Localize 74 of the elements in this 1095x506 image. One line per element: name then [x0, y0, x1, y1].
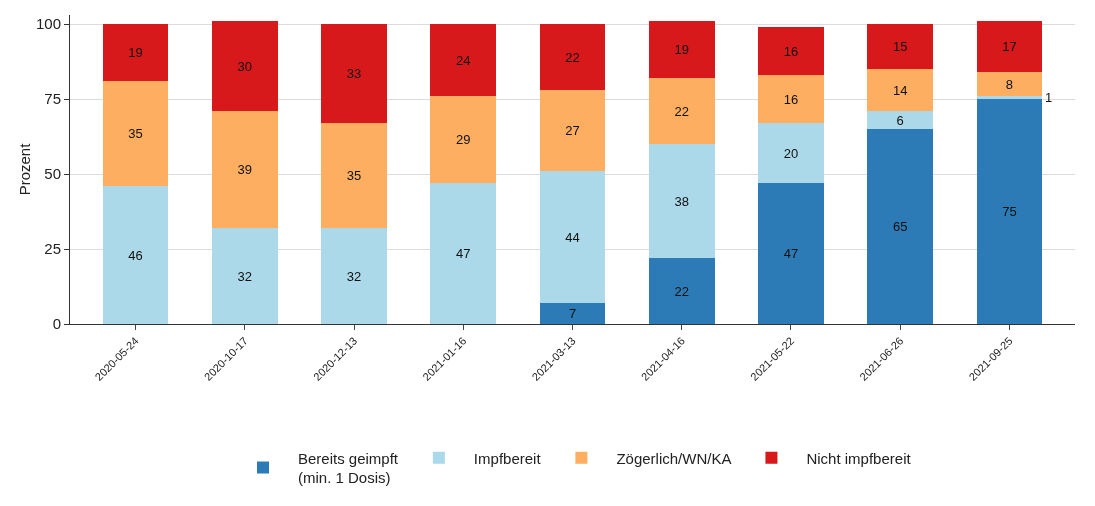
bar [430, 96, 497, 183]
bar [867, 69, 933, 111]
bar [867, 129, 933, 324]
bar [648, 78, 715, 144]
data-label: 1 [1045, 90, 1053, 105]
bar [976, 72, 1043, 96]
y-tick-label: 25 [44, 240, 61, 258]
bar [539, 90, 606, 171]
data-label: 17 [1002, 39, 1017, 54]
data-label: 65 [892, 219, 908, 234]
bar [976, 96, 1043, 99]
data-label: 33 [346, 66, 362, 81]
data-label: 29 [456, 132, 471, 147]
data-label: 19 [128, 45, 143, 60]
data-label: 16 [783, 43, 799, 59]
bar [321, 123, 387, 228]
bar [976, 21, 1043, 72]
data-label: 19 [674, 42, 689, 57]
bar [430, 24, 497, 96]
data-label: 47 [456, 246, 471, 261]
data-label: 47 [783, 246, 799, 261]
bar [648, 258, 715, 324]
data-label: 15 [892, 39, 908, 54]
bar [102, 186, 169, 324]
bar [321, 24, 387, 123]
data-label: 16 [783, 91, 799, 107]
data-label: 22 [674, 283, 689, 299]
bar [539, 303, 606, 324]
bar [758, 27, 824, 75]
legend-label: Zögerlich/WN/KA [616, 449, 732, 467]
bar [212, 21, 278, 111]
data-label: 38 [674, 193, 689, 209]
bar [212, 228, 278, 324]
data-label: 6 [896, 112, 904, 128]
data-label: 44 [565, 229, 580, 245]
data-label: 35 [128, 126, 143, 141]
data-label: 8 [1005, 76, 1014, 92]
data-label: 20 [783, 145, 799, 161]
data-label: 22 [565, 49, 580, 65]
bar [539, 24, 606, 90]
data-label: 35 [346, 168, 362, 183]
bar [648, 144, 715, 258]
bar [867, 111, 933, 129]
data-label: 75 [1002, 204, 1017, 219]
data-label: 39 [237, 162, 253, 177]
data-label: 24 [456, 52, 471, 68]
bar [212, 111, 278, 228]
bar [321, 228, 387, 324]
data-label: 32 [346, 268, 362, 284]
data-label: 14 [892, 82, 908, 98]
legend-label: Bereits geimpft (min. 1 Dosis) [298, 449, 399, 487]
data-label: 22 [674, 103, 689, 119]
data-label: 7 [568, 306, 577, 321]
legend-label: Impfbereit [473, 449, 542, 467]
data-label: 27 [565, 123, 580, 138]
bar [430, 183, 497, 324]
bar [758, 123, 824, 183]
bar [539, 171, 606, 303]
y-axis-title: Prozent [16, 142, 33, 196]
bar [976, 99, 1043, 324]
bar [758, 75, 824, 123]
bar [102, 24, 169, 81]
data-label: 32 [237, 268, 253, 284]
bar [102, 81, 169, 186]
y-tick-label: 100 [35, 15, 61, 33]
bar [867, 24, 933, 69]
y-tick-label: 0 [52, 315, 61, 333]
data-label: 46 [128, 247, 143, 263]
y-tick-label: 75 [44, 90, 61, 108]
y-tick-label: 50 [44, 165, 61, 183]
legend-label: Nicht impfbereit [806, 449, 912, 467]
data-label: 30 [237, 58, 253, 74]
bar [648, 21, 715, 78]
bar [758, 183, 824, 324]
